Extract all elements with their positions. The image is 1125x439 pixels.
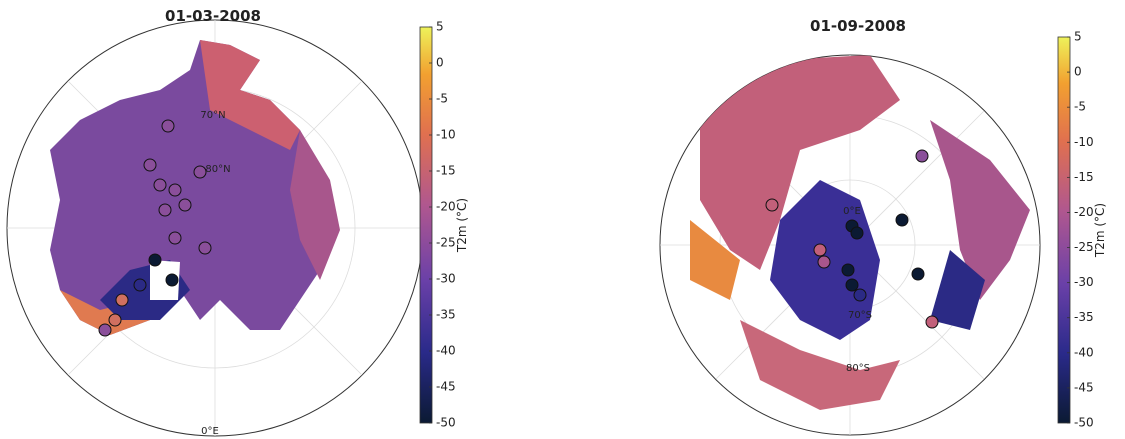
- colorbar: [420, 27, 432, 423]
- colorbar-tick-label: -25: [1074, 240, 1094, 254]
- map-right: 01-09-2008 0°E 70°S 80°S: [660, 17, 1040, 435]
- lat-label: 80°N: [205, 164, 230, 175]
- panel-title: 01-09-2008: [810, 17, 906, 35]
- colorbar-tick-label: -40: [1074, 345, 1094, 359]
- colorbar-tick-label: -35: [436, 308, 456, 322]
- lat-label: 70°N: [200, 110, 225, 121]
- lon-label: 0°E: [843, 206, 861, 217]
- colorbar-label: T2m (°C): [1093, 203, 1107, 258]
- colorbar-tick-label: -35: [1074, 310, 1094, 324]
- colorbar-tick-label: -25: [436, 236, 456, 250]
- colorbar-tick-label: -30: [1074, 275, 1094, 289]
- colorbar-tick-label: -20: [1074, 205, 1094, 219]
- colorbar-tick-label: -10: [436, 128, 456, 142]
- colorbar-tick-label: -15: [436, 164, 456, 178]
- colorbar-tick-label: 5: [1074, 30, 1082, 44]
- lon-label: 0°E: [201, 426, 219, 437]
- colorbar-tick-label: 5: [436, 20, 444, 34]
- figure: 01-03-2008 70°N 80°N 0°E 01-09-2008 0: [0, 0, 1125, 439]
- colorbar-tick-label: -30: [436, 272, 456, 286]
- colorbar-tick-label: -20: [436, 200, 456, 214]
- colorbar-tick-label: 0: [1074, 65, 1082, 79]
- colorbar-tick-label: -45: [1074, 380, 1094, 394]
- colorbar-tick-label: -15: [1074, 170, 1094, 184]
- panel-title: 01-03-2008: [165, 7, 261, 25]
- colorbar-tick-label: -40: [436, 344, 456, 358]
- lat-label: 80°S: [846, 363, 870, 374]
- colorbar-tick-label: -5: [1074, 100, 1086, 114]
- colorbar-tick-label: 0: [436, 56, 444, 70]
- colorbar-tick-label: -5: [436, 92, 448, 106]
- colorbar-tick-label: -50: [436, 416, 456, 430]
- colorbar-tick-label: -50: [1074, 416, 1094, 430]
- colorbar-label: T2m (°C): [455, 198, 469, 253]
- colorbar-tick-label: -10: [1074, 135, 1094, 149]
- colorbar-tick-label: -45: [436, 380, 456, 394]
- map-left: 01-03-2008 70°N 80°N 0°E: [7, 7, 423, 437]
- colorbar: [1058, 37, 1070, 423]
- lat-label: 70°S: [848, 310, 872, 321]
